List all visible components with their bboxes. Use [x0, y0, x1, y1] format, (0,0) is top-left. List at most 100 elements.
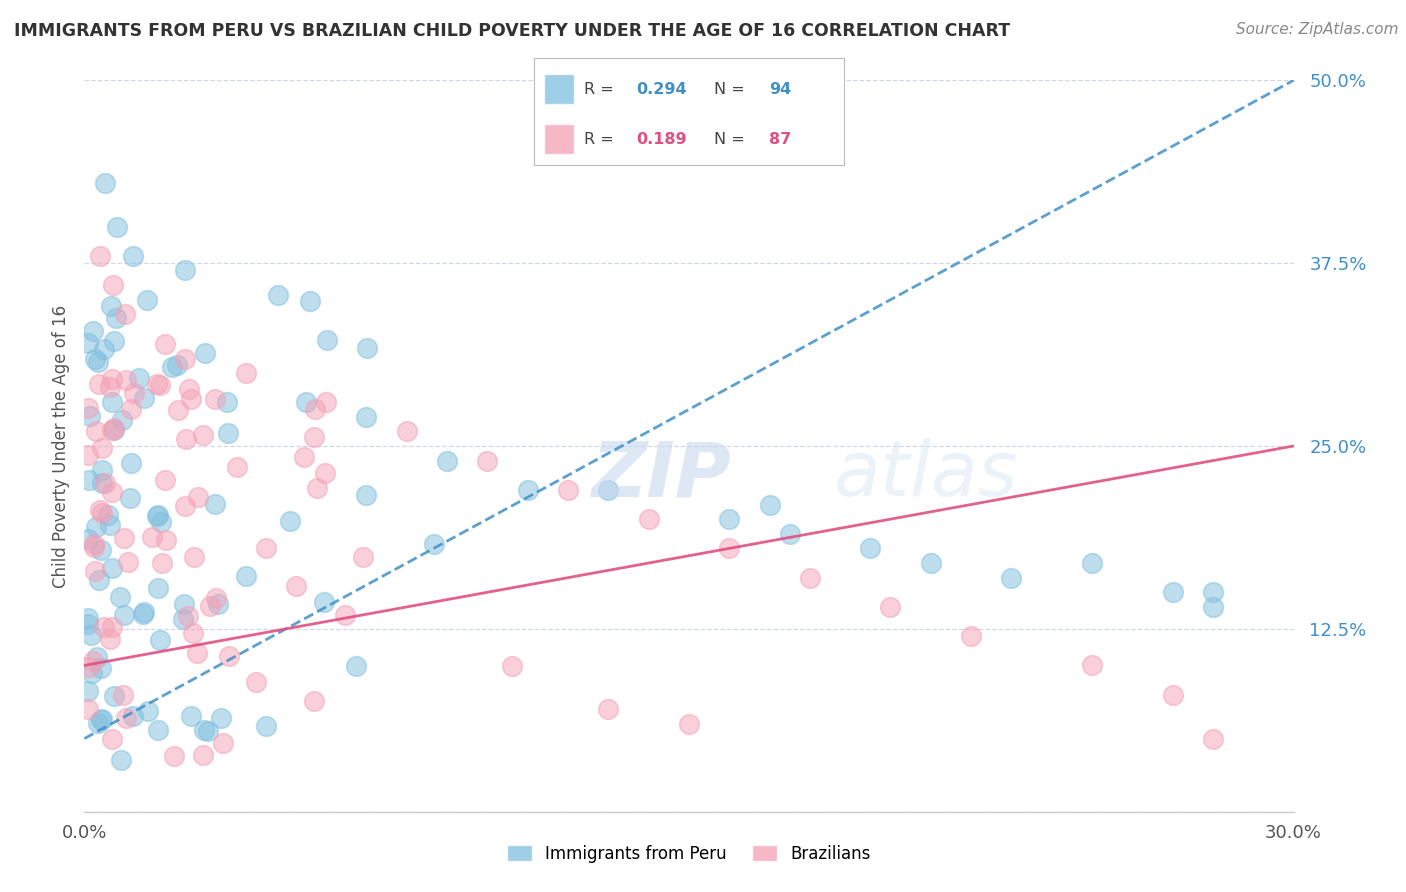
Point	[304, 401, 326, 416]
Text: R =: R =	[583, 81, 619, 96]
Point	[100, 299, 122, 313]
Point	[150, 556, 173, 570]
Point	[90, 542, 112, 557]
Point	[1202, 731, 1225, 746]
Point	[516, 483, 538, 497]
Point	[87, 715, 110, 730]
Point	[187, 491, 209, 505]
Point	[79, 409, 101, 424]
Point	[105, 219, 128, 234]
Point	[77, 611, 100, 625]
Point	[98, 517, 121, 532]
Point	[179, 709, 201, 723]
Point	[101, 423, 124, 437]
Point	[77, 702, 100, 716]
Point	[112, 607, 135, 622]
Point	[477, 453, 499, 467]
Point	[191, 747, 214, 762]
Point	[1202, 585, 1225, 599]
FancyBboxPatch shape	[544, 74, 575, 104]
Text: 87: 87	[769, 132, 792, 147]
Point	[859, 541, 882, 556]
Point	[1081, 556, 1104, 570]
Point	[79, 628, 101, 642]
Point	[758, 498, 780, 512]
Point	[122, 386, 145, 401]
Point	[278, 514, 301, 528]
Point	[101, 278, 124, 293]
Point	[436, 453, 458, 467]
Point	[160, 360, 183, 375]
Point	[218, 649, 240, 664]
Point	[356, 409, 378, 424]
Point	[108, 590, 131, 604]
Point	[305, 481, 328, 495]
Point	[146, 581, 169, 595]
Point	[118, 491, 141, 506]
Point	[86, 424, 108, 438]
Point	[204, 498, 226, 512]
Point	[637, 512, 659, 526]
Point	[89, 573, 111, 587]
Point	[103, 334, 125, 348]
Point	[77, 448, 100, 462]
Point	[146, 508, 169, 522]
Point	[131, 607, 153, 621]
Point	[111, 412, 134, 426]
Point	[145, 377, 167, 392]
Point	[422, 536, 444, 550]
Point	[312, 595, 335, 609]
Point	[193, 723, 215, 737]
Point	[89, 503, 111, 517]
Text: 0.294: 0.294	[637, 81, 688, 96]
Point	[112, 689, 135, 703]
Point	[134, 391, 156, 405]
Point	[174, 351, 197, 366]
Point	[82, 654, 104, 668]
Point	[172, 612, 194, 626]
Point	[267, 288, 290, 302]
Text: N =: N =	[714, 132, 749, 147]
Point	[174, 432, 197, 446]
Point	[149, 633, 172, 648]
Legend: Immigrants from Peru, Brazilians: Immigrants from Peru, Brazilians	[501, 838, 877, 869]
Point	[155, 533, 177, 547]
Point	[598, 702, 620, 716]
Point	[194, 345, 217, 359]
Point	[197, 724, 219, 739]
Point	[191, 428, 214, 442]
Point	[1161, 585, 1184, 599]
Text: atlas: atlas	[834, 438, 1018, 512]
Point	[163, 749, 186, 764]
Point	[98, 632, 121, 647]
Point	[718, 541, 741, 556]
Point	[395, 425, 418, 439]
Point	[173, 597, 195, 611]
Point	[333, 607, 356, 622]
Point	[302, 694, 325, 708]
Point	[120, 401, 142, 416]
Text: ZIP: ZIP	[592, 438, 733, 512]
Point	[153, 474, 176, 488]
Point	[209, 711, 232, 725]
Point	[86, 519, 108, 533]
Point	[314, 466, 336, 480]
Text: N =: N =	[714, 81, 749, 96]
Text: IMMIGRANTS FROM PERU VS BRAZILIAN CHILD POVERTY UNDER THE AGE OF 16 CORRELATION : IMMIGRANTS FROM PERU VS BRAZILIAN CHILD …	[14, 22, 1010, 40]
Point	[100, 731, 122, 746]
FancyBboxPatch shape	[544, 124, 575, 154]
Y-axis label: Child Poverty Under the Age of 16: Child Poverty Under the Age of 16	[52, 304, 70, 588]
Point	[254, 541, 277, 555]
Text: 0.189: 0.189	[637, 132, 688, 147]
Point	[90, 713, 112, 727]
Point	[77, 684, 100, 698]
Point	[91, 713, 114, 727]
Point	[598, 483, 620, 497]
Point	[153, 336, 176, 351]
Text: R =: R =	[583, 132, 619, 147]
Point	[235, 366, 257, 380]
Point	[149, 378, 172, 392]
Point	[315, 395, 337, 409]
Point	[148, 723, 170, 738]
Point	[920, 556, 942, 570]
